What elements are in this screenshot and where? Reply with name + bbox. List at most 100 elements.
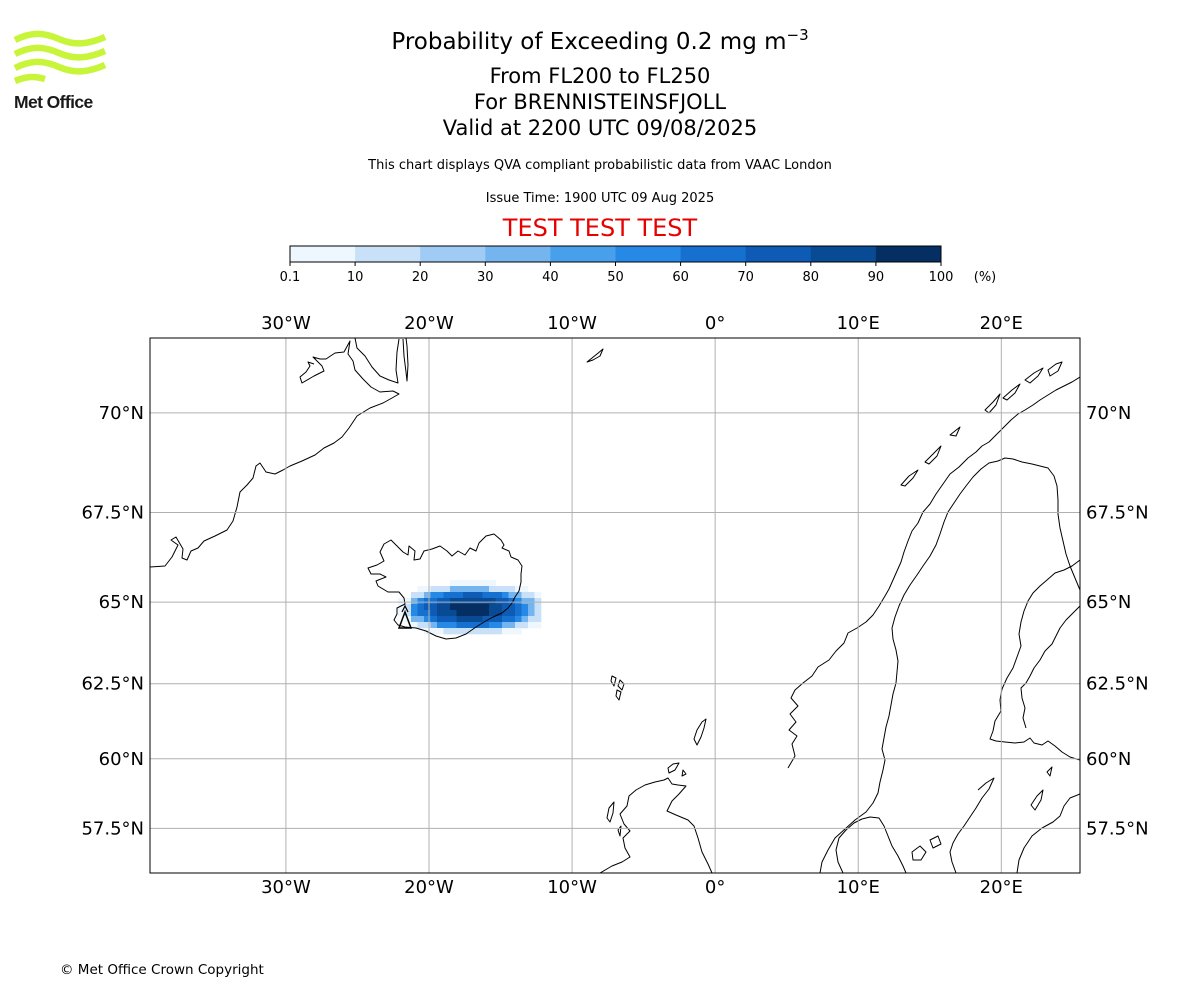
colorbar-tick-label: 100	[928, 270, 954, 285]
probability-cell	[463, 586, 470, 593]
valid-time: Valid at 2200 UTC 09/08/2025	[442, 116, 758, 140]
probability-cell	[482, 604, 490, 611]
probability-cell	[534, 616, 542, 623]
colorbar-segment	[615, 246, 682, 262]
probability-cell	[476, 616, 483, 623]
probability-cell	[437, 604, 444, 611]
probability-cell	[411, 604, 418, 611]
probability-cell	[508, 616, 516, 623]
colorbar-unit: (%)	[973, 270, 997, 285]
longitude-label-top: 20°E	[980, 313, 1023, 334]
probability-cell	[430, 622, 438, 629]
probability-cell	[430, 616, 438, 623]
probability-cell	[456, 586, 464, 593]
probability-cell	[437, 610, 444, 617]
probability-cell	[463, 616, 470, 623]
probability-cell	[502, 604, 509, 611]
probability-cell	[515, 610, 522, 617]
probability-cell	[489, 586, 496, 593]
probability-cell	[417, 592, 425, 599]
probability-cell	[489, 622, 496, 629]
probability-cell	[437, 592, 444, 599]
probability-cell	[476, 580, 483, 587]
probability-cell	[495, 586, 503, 593]
coastline-greenland	[150, 340, 400, 568]
probability-cell	[534, 622, 542, 629]
probability-cell	[443, 586, 451, 593]
latitude-label-right: 60°N	[1086, 749, 1131, 770]
longitude-label-top: 30°W	[261, 313, 311, 334]
coastline-gotland	[1030, 766, 1053, 811]
probability-cell	[476, 610, 483, 617]
probability-cell	[437, 586, 444, 593]
probability-cell	[502, 616, 509, 623]
colorbar-segment	[680, 246, 747, 262]
coastline-norway	[787, 376, 1080, 769]
colorbar-segment	[550, 246, 616, 262]
probability-cell	[508, 592, 516, 599]
probability-cell	[463, 610, 470, 617]
coastline-greenland-fjord	[402, 338, 409, 382]
probability-cell	[424, 604, 431, 611]
latitude-label-right: 57.5°N	[1086, 818, 1149, 839]
probability-cell	[495, 616, 503, 623]
probability-cell	[476, 598, 483, 605]
coastline-shetland	[693, 718, 707, 746]
copyright-notice: © Met Office Crown Copyright	[60, 962, 264, 978]
probability-cell	[450, 604, 457, 611]
probability-cell	[443, 628, 451, 635]
probability-cell	[456, 598, 464, 605]
probability-cell	[463, 580, 470, 587]
probability-cell	[424, 598, 431, 605]
longitude-label-top: 10°E	[837, 313, 880, 334]
probability-cell	[450, 616, 457, 623]
probability-cell	[515, 592, 522, 599]
probability-cell	[502, 628, 509, 635]
probability-cell	[521, 604, 529, 611]
flight-level-range: From FL200 to FL250	[489, 64, 711, 88]
probability-cell	[489, 592, 496, 599]
probability-cell	[430, 598, 438, 605]
probability-cell	[456, 580, 464, 587]
probability-cell	[482, 610, 490, 617]
probability-cell	[521, 616, 529, 623]
probability-cell	[463, 592, 470, 599]
colorbar-segment	[810, 246, 877, 262]
issue-time: Issue Time: 1900 UTC 09 Aug 2025	[485, 191, 715, 206]
colorbar-segment	[290, 246, 356, 262]
probability-cell	[528, 622, 535, 629]
probability-cell	[469, 622, 477, 629]
probability-cell	[469, 598, 477, 605]
coastline-hebrides	[606, 801, 622, 837]
longitude-label-bottom: 0°	[705, 877, 725, 898]
coastline-bothnia	[989, 559, 1080, 761]
probability-cell	[437, 616, 444, 623]
coastline-iceland	[367, 533, 523, 640]
latitude-label-left: 65°N	[99, 592, 144, 613]
met-office-logo-text: Met Office	[14, 92, 93, 112]
probability-cell	[398, 610, 405, 617]
probability-cell	[463, 598, 470, 605]
colorbar-tick-label: 10	[346, 270, 364, 285]
latitude-label-left: 70°N	[99, 403, 144, 424]
volcano-name: For BRENNISTEINSFJOLL	[473, 90, 727, 114]
longitude-label-bottom: 20°W	[404, 877, 454, 898]
probability-cell	[437, 598, 444, 605]
probability-cell	[489, 628, 496, 635]
probability-cell	[443, 592, 451, 599]
axis-labels: 30°W 30°W 20°W 20°W 10°W 10°W 0° 0° 10°E 10°E 20°E…	[81, 313, 1148, 898]
probability-cell	[411, 592, 418, 599]
probability-cell	[489, 616, 496, 623]
probability-cell	[463, 622, 470, 629]
probability-cell	[508, 628, 516, 635]
coastline-jan-mayen	[586, 348, 604, 363]
probability-cell	[463, 628, 470, 635]
longitude-label-bottom: 10°E	[837, 877, 880, 898]
latitude-label-right: 67.5°N	[1086, 502, 1149, 523]
chart-title: Probability of Exceeding 0.2 mg m−3	[0, 27, 1200, 57]
probability-cell	[515, 616, 522, 623]
probability-cell	[489, 580, 496, 587]
chart-description: This chart displays QVA compliant probab…	[368, 158, 832, 173]
probability-cell	[411, 610, 418, 617]
probability-cell	[404, 604, 412, 611]
